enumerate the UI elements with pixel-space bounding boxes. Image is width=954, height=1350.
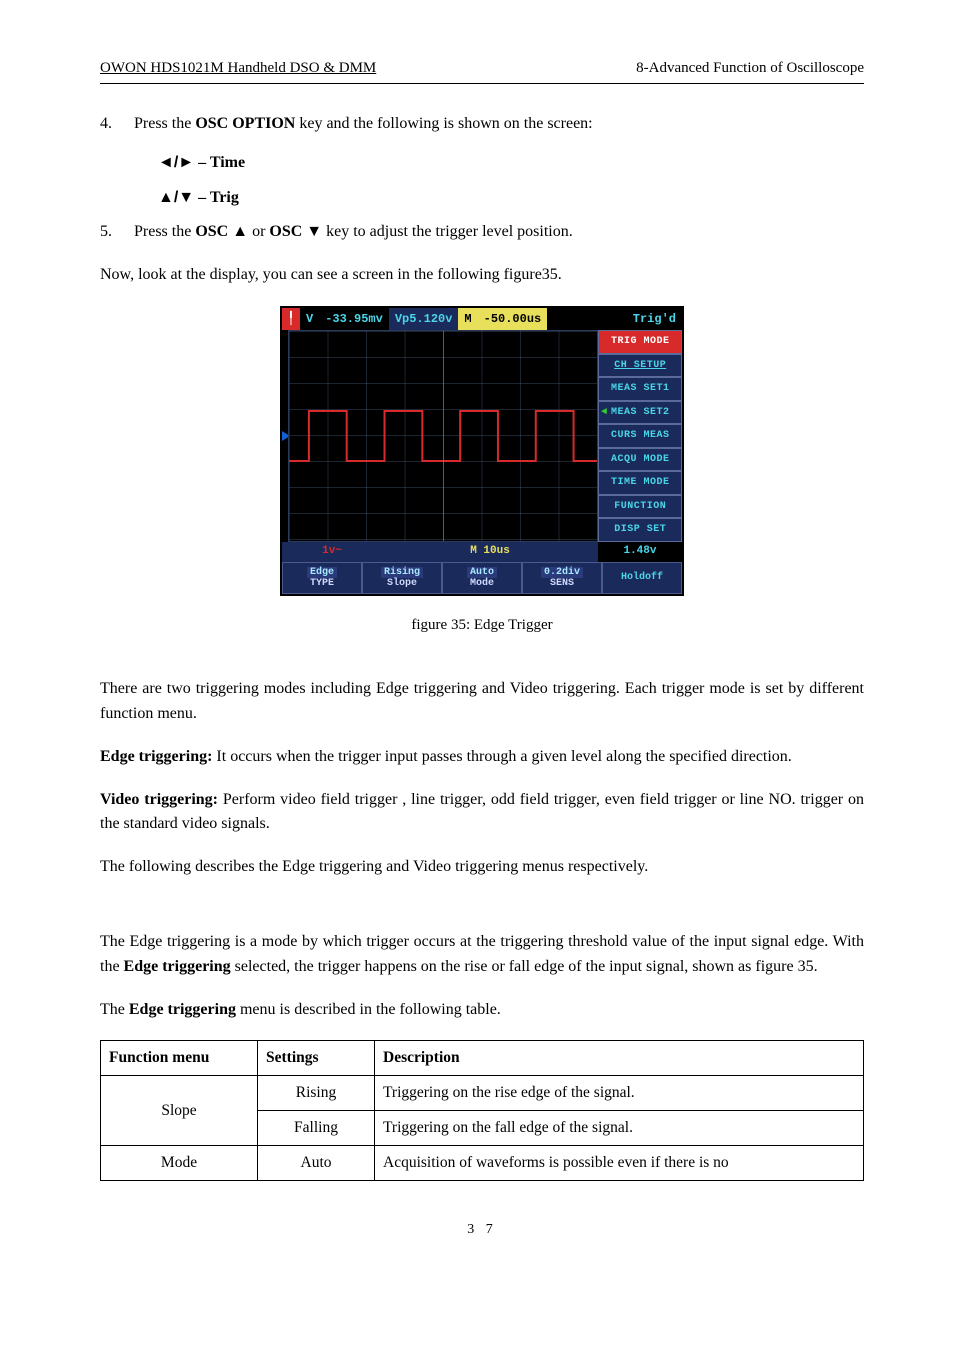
tb-right: 1.48v: [598, 542, 682, 562]
side-menu-item[interactable]: TIME MODE: [598, 471, 682, 495]
para-edge-desc: The Edge triggering is a mode by which t…: [100, 930, 864, 980]
s5-t2: or: [248, 223, 269, 240]
step-4: 4. Press the OSC OPTION key and the foll…: [100, 112, 864, 137]
s5-t3: key to adjust the trigger level position…: [322, 223, 573, 240]
v-label: V: [300, 308, 319, 330]
ti2: menu is described in the following table…: [236, 1001, 501, 1018]
line1-label: – Time: [194, 154, 245, 171]
s5-t1: Press the: [134, 223, 195, 240]
td-func-slope: Slope: [101, 1076, 258, 1146]
th-set: Settings: [258, 1041, 375, 1076]
td-set-auto: Auto: [258, 1146, 375, 1181]
bottom-menu-item[interactable]: AutoMode: [442, 562, 522, 594]
table-row: Slope Rising Triggering on the rise edge…: [101, 1076, 864, 1111]
para-edge-t: It occurs when the trigger input passes …: [212, 748, 791, 765]
para-now: Now, look at the display, you can see a …: [100, 263, 864, 288]
waveform-trace: [289, 406, 597, 466]
waveform-graticule: [288, 330, 598, 542]
para-edge-b: Edge triggering:: [100, 748, 212, 765]
step4-b1: OSC OPTION: [195, 115, 295, 132]
step-5-num: 5.: [100, 220, 134, 245]
tib: Edge triggering: [129, 1001, 236, 1018]
bottom-menu-item[interactable]: RisingSlope: [362, 562, 442, 594]
para-modes: There are two triggering modes including…: [100, 677, 864, 727]
td-set-falling: Falling: [258, 1111, 375, 1146]
side-menu-item[interactable]: TRIG MODE: [598, 330, 682, 354]
tb-left: 1v~: [282, 542, 382, 562]
para-video-b: Video triggering:: [100, 791, 218, 808]
s5-b2: OSC ▼: [269, 223, 322, 240]
td-desc-auto: Acquisition of waveforms is possible eve…: [375, 1146, 864, 1181]
ti1: The: [100, 1001, 129, 1018]
trig-status: Trig'd: [547, 308, 682, 330]
edge-trigger-table: Function menu Settings Description Slope…: [100, 1040, 864, 1181]
bottom-menu-item[interactable]: EdgeTYPE: [282, 562, 362, 594]
page-header: OWON HDS1021M Handheld DSO & DMM 8-Advan…: [100, 60, 864, 84]
td-desc-rising: Triggering on the rise edge of the signa…: [375, 1076, 864, 1111]
vp-value: Vp5.120v: [389, 308, 459, 330]
side-menu-item[interactable]: CURS MEAS: [598, 424, 682, 448]
side-menu-item[interactable]: ◄MEAS SET2: [598, 401, 682, 425]
v-value: -33.95mv: [319, 308, 389, 330]
step4-line2: ▲/▼ – Trig: [158, 186, 864, 211]
figure-35: ╿ V -33.95mv Vp5.120v M -50.00us Trig'd: [100, 306, 864, 596]
td-func-mode: Mode: [101, 1146, 258, 1181]
header-left: OWON HDS1021M Handheld DSO & DMM: [100, 60, 376, 77]
bottom-menu-item[interactable]: 0.2divSENS: [522, 562, 602, 594]
page-number: 3 7: [100, 1219, 864, 1241]
td-desc-falling: Triggering on the fall edge of the signa…: [375, 1111, 864, 1146]
tb-mid: M 10us: [382, 542, 598, 562]
arrow-ud-icon: ▲/▼: [158, 189, 194, 206]
td-set-rising: Rising: [258, 1076, 375, 1111]
edb: Edge triggering: [124, 958, 231, 975]
scope-status-bar: ╿ V -33.95mv Vp5.120v M -50.00us Trig'd: [282, 308, 682, 330]
m-label: M: [458, 308, 477, 330]
table-row: Mode Auto Acquisition of waveforms is po…: [101, 1146, 864, 1181]
step4-t1: Press the: [134, 115, 195, 132]
scope-side-menu: TRIG MODECH SETUPMEAS SET1◄MEAS SET2CURS…: [598, 330, 682, 542]
arrow-lr-icon: ◄/►: [158, 154, 194, 171]
ed2: selected, the trigger happens on the ris…: [231, 958, 818, 975]
para-table-intro: The Edge triggering menu is described in…: [100, 998, 864, 1023]
side-menu-item[interactable]: MEAS SET1: [598, 377, 682, 401]
scope-bottom-menu: EdgeTYPERisingSlopeAutoMode0.2divSENSHol…: [282, 562, 682, 594]
bottom-menu-item[interactable]: Holdoff: [602, 562, 682, 594]
timebase-row: 1v~ M 10us 1.48v: [282, 542, 682, 562]
side-menu-item[interactable]: ACQU MODE: [598, 448, 682, 472]
para-video: Video triggering: Perform video field tr…: [100, 788, 864, 838]
table-header-row: Function menu Settings Description: [101, 1041, 864, 1076]
figure-caption: figure 35: Edge Trigger: [100, 614, 864, 637]
s5-b1: OSC ▲: [195, 223, 248, 240]
step4-line1: ◄/► – Time: [158, 151, 864, 176]
side-menu-item[interactable]: FUNCTION: [598, 495, 682, 519]
header-right: 8-Advanced Function of Oscilloscope: [636, 60, 864, 77]
para-edge: Edge triggering: It occurs when the trig…: [100, 745, 864, 770]
side-menu-item[interactable]: DISP SET: [598, 518, 682, 542]
side-menu-item[interactable]: CH SETUP: [598, 354, 682, 378]
step4-t2: key and the following is shown on the sc…: [295, 115, 592, 132]
step-5: 5. Press the OSC ▲ or OSC ▼ key to adjus…: [100, 220, 864, 245]
para-following: The following describes the Edge trigger…: [100, 855, 864, 880]
line2-label: – Trig: [194, 189, 239, 206]
indicator-icon: ╿: [282, 308, 300, 330]
m-value: -50.00us: [478, 308, 548, 330]
th-func: Function menu: [101, 1041, 258, 1076]
th-desc: Description: [375, 1041, 864, 1076]
scope-screen: ╿ V -33.95mv Vp5.120v M -50.00us Trig'd: [280, 306, 684, 596]
step-4-num: 4.: [100, 112, 134, 137]
